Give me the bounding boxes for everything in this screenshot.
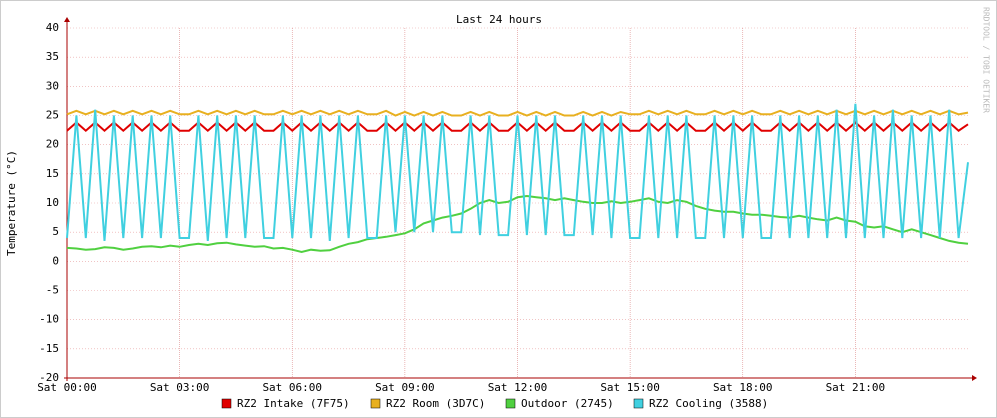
legend-swatch xyxy=(505,398,516,409)
x-tick-label: Sat 21:00 xyxy=(826,381,886,394)
legend-label: Outdoor (2745) xyxy=(521,397,614,410)
y-tick-label: -5 xyxy=(46,284,59,297)
y-axis-label: Temperature (°C) xyxy=(5,150,18,256)
watermark: RRDTOOL / TOBI OETIKER xyxy=(982,7,991,113)
x-tick-label: Sat 03:00 xyxy=(150,381,210,394)
y-tick-label: 0 xyxy=(52,254,59,267)
y-tick-label: -15 xyxy=(39,342,59,355)
y-tick-label: 35 xyxy=(46,50,59,63)
series-line xyxy=(66,109,969,117)
legend-label: RZ2 Cooling (3588) xyxy=(649,397,768,410)
x-tick-label: Sat 06:00 xyxy=(262,381,322,394)
x-tick-label: Sat 09:00 xyxy=(375,381,435,394)
x-tick-label: Sat 18:00 xyxy=(713,381,773,394)
y-tick-label: 5 xyxy=(52,225,59,238)
chart-title: Last 24 hours xyxy=(456,13,542,26)
legend-label: RZ2 Intake (7F75) xyxy=(237,397,350,410)
y-tick-label: 30 xyxy=(46,79,59,92)
y-tick-label: 15 xyxy=(46,167,59,180)
legend-label: RZ2 Room (3D7C) xyxy=(386,397,485,410)
legend-swatch xyxy=(633,398,644,409)
y-tick-label: -10 xyxy=(39,313,59,326)
y-tick-label: 20 xyxy=(46,138,59,151)
x-tick-label: Sat 12:00 xyxy=(488,381,548,394)
axis-arrow xyxy=(64,17,70,22)
y-tick-label: 10 xyxy=(46,196,59,209)
legend-swatch xyxy=(221,398,232,409)
legend-swatch xyxy=(370,398,381,409)
axis-arrow xyxy=(972,375,977,381)
y-tick-label: 25 xyxy=(46,109,59,122)
y-tick-label: -20 xyxy=(39,371,59,384)
series-line xyxy=(66,103,969,241)
x-tick-label: Sat 00:00 xyxy=(37,381,97,394)
y-tick-label: 40 xyxy=(46,21,59,34)
series-line xyxy=(66,194,969,254)
x-tick-label: Sat 15:00 xyxy=(600,381,660,394)
